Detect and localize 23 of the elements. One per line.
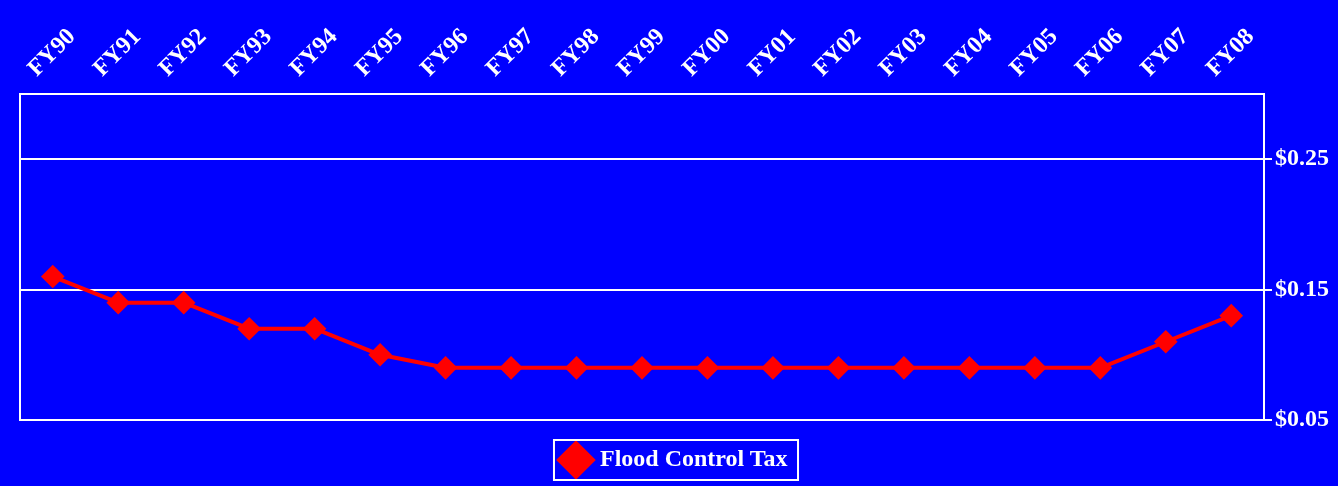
point xyxy=(958,356,981,379)
y-tick-label: $0.25 xyxy=(1275,144,1329,171)
point xyxy=(1154,330,1177,353)
point xyxy=(369,343,392,366)
point xyxy=(303,317,326,340)
point xyxy=(696,356,719,379)
point xyxy=(827,356,850,379)
point xyxy=(238,317,261,340)
point xyxy=(1089,356,1112,379)
y-tick-label: $0.05 xyxy=(1275,405,1329,432)
y-tick-label: $0.15 xyxy=(1275,274,1329,301)
point xyxy=(892,356,915,379)
legend-label: Flood Control Tax xyxy=(599,445,788,472)
point xyxy=(434,356,457,379)
point xyxy=(172,291,195,314)
point xyxy=(1023,356,1046,379)
point xyxy=(107,291,130,314)
point xyxy=(500,356,523,379)
point xyxy=(761,356,784,379)
point xyxy=(631,356,653,379)
point xyxy=(1220,304,1243,327)
point xyxy=(41,265,64,288)
point xyxy=(565,356,588,379)
